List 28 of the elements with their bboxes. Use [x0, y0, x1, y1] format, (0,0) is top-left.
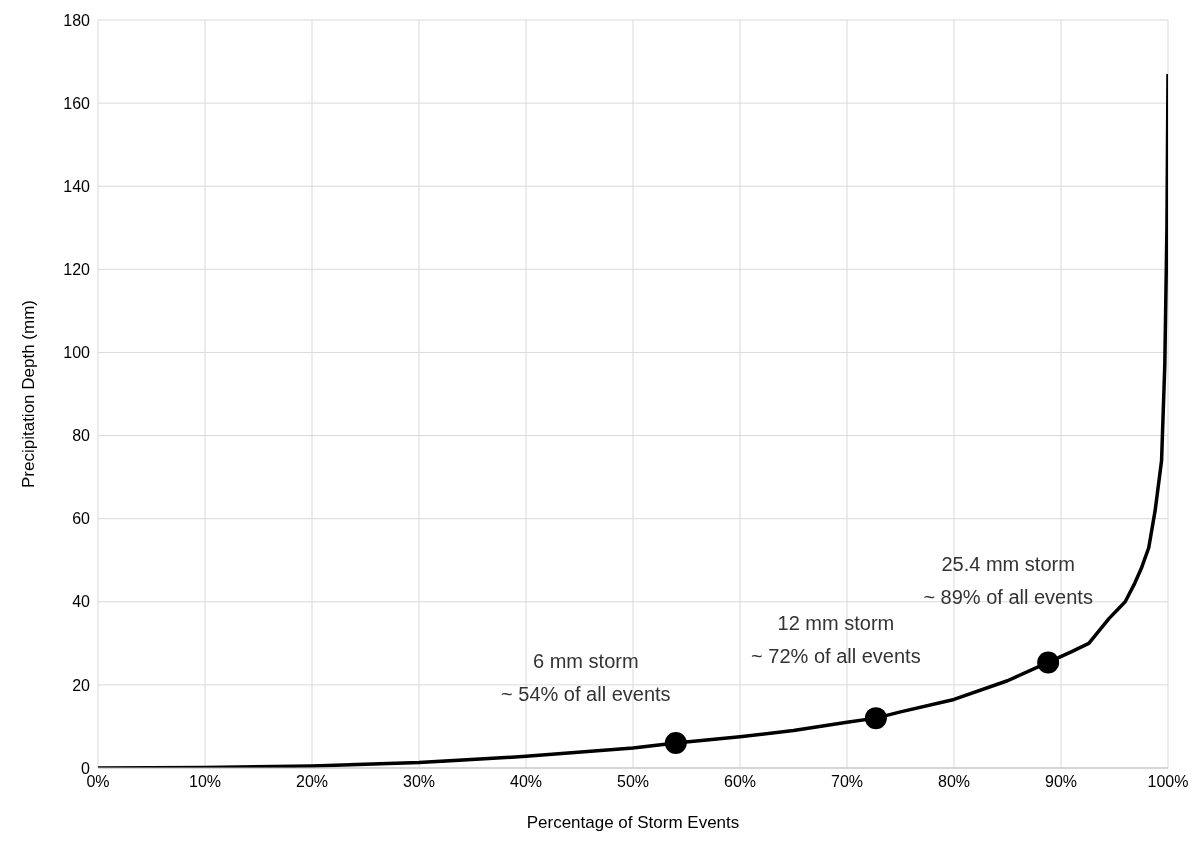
- annotation: 12 mm storm ~ 72% of all events: [751, 612, 921, 668]
- x-tick-label: 0%: [86, 773, 110, 791]
- x-tick-label: 40%: [509, 773, 543, 791]
- x-tick-label: 20%: [295, 773, 329, 791]
- y-tick-label: 120: [63, 261, 91, 279]
- y-tick-label: 160: [63, 94, 91, 112]
- x-tick-label: 60%: [723, 773, 757, 791]
- annotation: 6 mm storm ~ 54% of all events: [501, 650, 671, 706]
- x-tick-label: 80%: [937, 773, 971, 791]
- annotation: 25.4 mm storm ~ 89% of all events: [923, 553, 1093, 609]
- y-tick-label: 20: [72, 676, 91, 694]
- x-tick-label: 70%: [830, 773, 864, 791]
- x-tick-label: 100%: [1147, 773, 1189, 791]
- x-tick-label: 90%: [1044, 773, 1078, 791]
- y-axis-title: Precipitation Depth (mm): [19, 299, 39, 489]
- y-tick-label: 40: [72, 593, 91, 611]
- y-tick-label: 60: [72, 510, 91, 528]
- point: [864, 707, 887, 730]
- y-tick-label: 140: [63, 177, 91, 195]
- x-axis-title: Percentage of Storm Events: [526, 813, 740, 832]
- point: [1037, 651, 1060, 674]
- x-tick-label: 50%: [616, 773, 650, 791]
- y-tick-label: 180: [63, 11, 91, 29]
- x-tick-label: 30%: [402, 773, 436, 791]
- point: [664, 732, 687, 755]
- x-tick-label: 10%: [188, 773, 222, 791]
- y-tick-label: 100: [63, 344, 91, 362]
- y-tick-label: 80: [72, 427, 91, 445]
